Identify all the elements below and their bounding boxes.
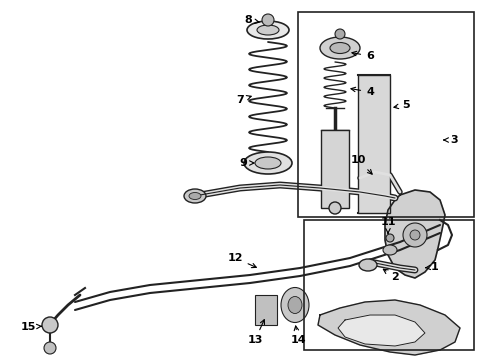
Text: 11: 11 — [380, 217, 396, 233]
Polygon shape — [318, 300, 460, 355]
Circle shape — [262, 14, 274, 26]
Ellipse shape — [330, 42, 350, 54]
Ellipse shape — [184, 189, 206, 203]
Circle shape — [386, 234, 394, 242]
Text: 4: 4 — [351, 87, 374, 97]
Ellipse shape — [383, 245, 397, 255]
Ellipse shape — [255, 157, 281, 169]
Ellipse shape — [189, 193, 201, 199]
Circle shape — [335, 29, 345, 39]
Text: 3: 3 — [444, 135, 458, 145]
Ellipse shape — [320, 37, 360, 59]
Text: 2: 2 — [383, 269, 399, 282]
Polygon shape — [385, 190, 445, 278]
Ellipse shape — [244, 152, 292, 174]
Ellipse shape — [247, 21, 289, 39]
Text: 15: 15 — [20, 322, 42, 332]
Polygon shape — [338, 315, 425, 346]
Bar — [358, 75, 390, 213]
Text: 13: 13 — [247, 320, 265, 345]
Text: 1: 1 — [425, 262, 439, 272]
Bar — [298, 12, 474, 217]
Text: 6: 6 — [352, 51, 374, 61]
Bar — [255, 295, 277, 325]
Text: 5: 5 — [394, 100, 410, 110]
Ellipse shape — [281, 288, 309, 323]
Circle shape — [403, 223, 427, 247]
Circle shape — [44, 342, 56, 354]
Text: 14: 14 — [290, 326, 306, 345]
Ellipse shape — [288, 297, 302, 314]
Circle shape — [410, 230, 420, 240]
Circle shape — [42, 317, 58, 333]
Text: 12: 12 — [227, 253, 256, 267]
Ellipse shape — [359, 259, 377, 271]
Text: 8: 8 — [244, 15, 259, 25]
Bar — [304, 220, 474, 350]
Circle shape — [329, 202, 341, 214]
Text: 10: 10 — [350, 155, 372, 174]
Text: 7: 7 — [236, 95, 251, 105]
Text: 9: 9 — [239, 158, 254, 168]
Bar — [321, 130, 349, 208]
Ellipse shape — [257, 25, 279, 35]
